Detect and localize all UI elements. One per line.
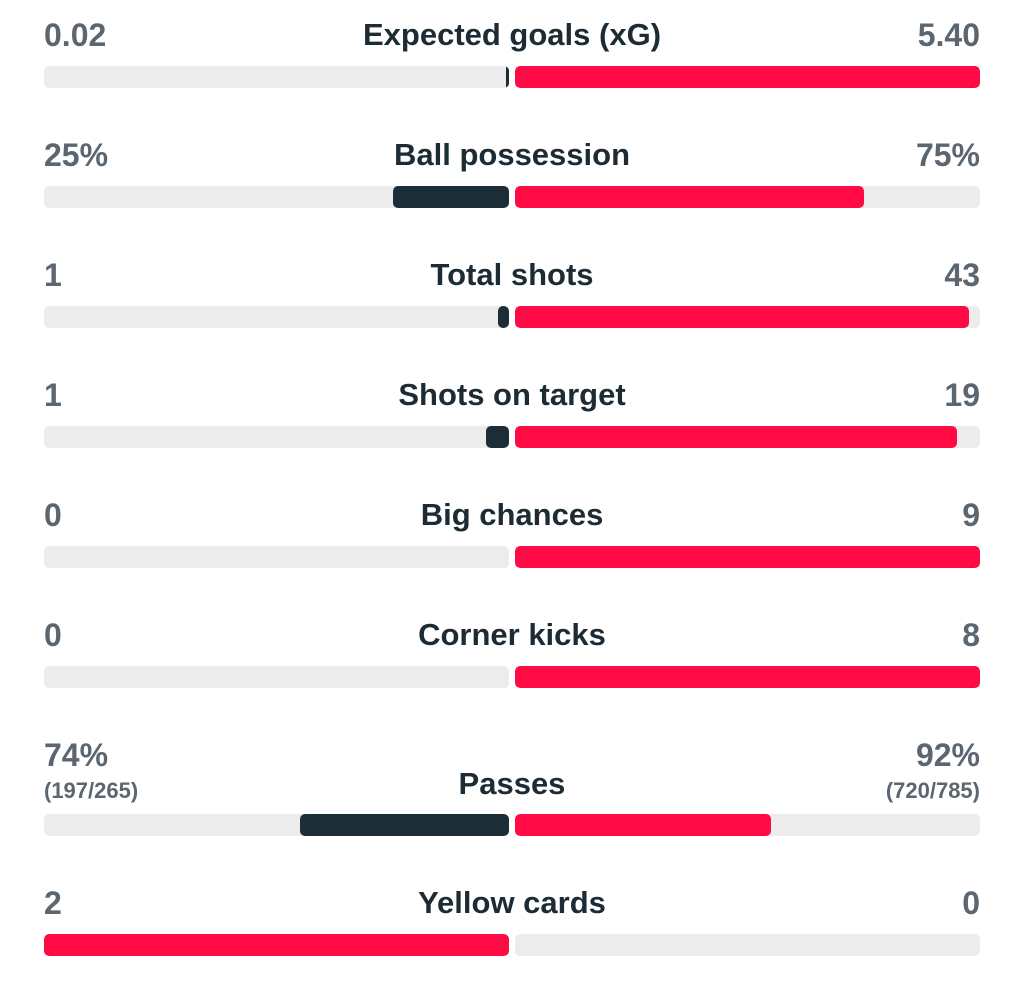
home-value: 74% (197/265) <box>44 737 138 805</box>
away-bar-fill <box>515 306 969 328</box>
away-bar-fill <box>515 186 864 208</box>
home-bar-fill <box>300 814 509 836</box>
home-bar-track <box>44 186 509 208</box>
home-value-text: 0 <box>44 497 62 533</box>
home-value: 2 <box>44 885 62 921</box>
away-value-text: 0 <box>962 885 980 921</box>
away-value-text: 43 <box>944 257 980 293</box>
away-bar-track <box>515 666 980 688</box>
away-value-text: 5.40 <box>917 17 980 53</box>
home-bar-fill <box>506 66 509 88</box>
away-bar-track <box>515 66 980 88</box>
home-bar-fill <box>44 934 509 956</box>
away-bar-track <box>515 546 980 568</box>
away-value-text: 9 <box>962 497 980 533</box>
stat-row-expected-goals-xg: 0.02 Expected goals (xG) 5.40 <box>44 0 980 120</box>
away-bar-track <box>515 306 980 328</box>
home-bar-track <box>44 426 509 448</box>
home-bar-track <box>44 934 509 956</box>
stat-label: Shots on target <box>398 377 626 412</box>
stat-row-big-chances: 0 Big chances 9 <box>44 480 980 600</box>
stat-row-shots-on-target: 1 Shots on target 19 <box>44 360 980 480</box>
home-value: 0.02 <box>44 17 106 53</box>
home-value-text: 1 <box>44 377 62 413</box>
home-value: 25% <box>44 137 108 173</box>
away-value-text: 8 <box>962 617 980 653</box>
away-value: 0 <box>962 885 980 921</box>
match-stats-list: 0.02 Expected goals (xG) 5.40 25% Ball posse… <box>44 0 980 988</box>
home-value-text: 1 <box>44 257 62 293</box>
away-value-text: 92% <box>915 737 980 773</box>
stat-label: Corner kicks <box>418 617 606 652</box>
home-value-text: 0 <box>44 617 62 653</box>
away-bar-fill <box>515 814 771 836</box>
stat-row-yellow-cards: 2 Yellow cards 0 <box>44 868 980 988</box>
away-value-text: 75% <box>915 137 980 173</box>
away-value: 5.40 <box>918 17 980 53</box>
away-value: 92% (720/785) <box>886 737 980 805</box>
home-bar-fill <box>393 186 509 208</box>
home-value-text: 25% <box>44 137 109 173</box>
away-value: 75% <box>916 137 980 173</box>
away-value-text: 19 <box>944 377 980 413</box>
stat-label: Passes <box>458 766 566 801</box>
home-value-detail: (197/265) <box>44 778 139 803</box>
stat-row-total-shots: 1 Total shots 43 <box>44 240 980 360</box>
home-value-text: 74% <box>44 737 109 773</box>
stat-row-corner-kicks: 0 Corner kicks 8 <box>44 600 980 720</box>
away-value: 19 <box>944 377 980 413</box>
away-value: 9 <box>962 497 980 533</box>
home-value-text: 0.02 <box>44 17 107 53</box>
away-value: 43 <box>944 257 980 293</box>
away-value: 8 <box>962 617 980 653</box>
home-value: 1 <box>44 257 62 293</box>
away-value-detail: (720/785) <box>885 778 980 803</box>
away-bar-track <box>515 934 980 956</box>
home-value-text: 2 <box>44 885 62 921</box>
away-bar-fill <box>515 426 957 448</box>
home-bar-fill <box>486 426 509 448</box>
stat-row-ball-possession: 25% Ball possession 75% <box>44 120 980 240</box>
stat-label: Ball possession <box>393 137 631 172</box>
home-bar-track <box>44 306 509 328</box>
stat-label: Big chances <box>420 497 604 532</box>
away-bar-fill <box>515 66 980 88</box>
home-value: 1 <box>44 377 62 413</box>
home-bar-track <box>44 666 509 688</box>
stat-label: Expected goals (xG) <box>362 17 662 52</box>
home-bar-track <box>44 66 509 88</box>
stat-label: Yellow cards <box>418 885 606 920</box>
away-bar-fill <box>515 666 980 688</box>
away-bar-track <box>515 814 980 836</box>
away-bar-track <box>515 186 980 208</box>
home-value: 0 <box>44 617 62 653</box>
home-bar-track <box>44 814 509 836</box>
home-value: 0 <box>44 497 62 533</box>
home-bar-fill <box>498 306 509 328</box>
away-bar-track <box>515 426 980 448</box>
home-bar-track <box>44 546 509 568</box>
away-bar-fill <box>515 546 980 568</box>
stat-label: Total shots <box>430 257 594 292</box>
stat-row-passes: 74% (197/265) Passes 92% (720/785) <box>44 720 980 868</box>
